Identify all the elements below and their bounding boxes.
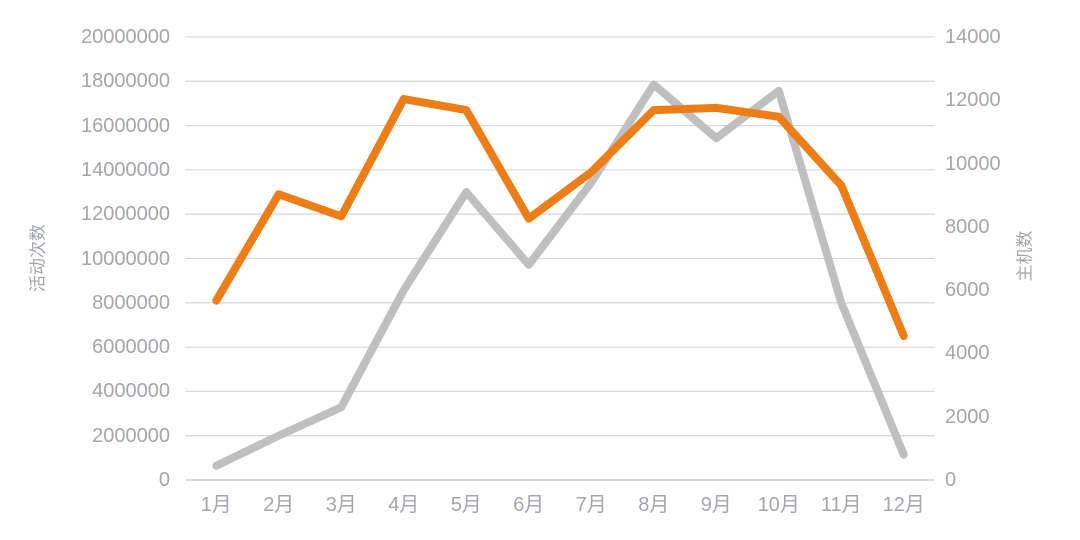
month-tick-label: 10月 (757, 494, 800, 516)
right-axis-tick-label: 8000 (945, 215, 990, 238)
left-axis-tick-label: 4000000 (92, 380, 170, 403)
activity-series-line (212, 95, 908, 341)
month-tick-label: 3月 (325, 494, 357, 516)
month-tick-label: 1月 (200, 494, 232, 516)
left-axis-tick-label: 0 (158, 469, 170, 491)
month-tick-label: 12月 (882, 494, 925, 516)
month-tick-label: 4月 (388, 494, 420, 516)
left-axis-tick-label: 8000000 (92, 291, 170, 314)
left-axis-tick-label: 2000000 (92, 424, 170, 447)
left-axis-tick-label: 18000000 (81, 70, 170, 93)
month-tick-label: 7月 (575, 494, 607, 516)
right-axis-tick-label: 0 (945, 469, 957, 491)
left-axis-tick-label: 10000000 (81, 247, 170, 270)
left-axis-tick-label: 6000000 (92, 336, 170, 359)
month-tick-label: 6月 (513, 494, 545, 516)
right-axis-title: 主机数 (1015, 230, 1035, 282)
right-axis-tick-label: 4000 (945, 342, 990, 365)
right-axis-tick-label: 14000 (945, 26, 1001, 48)
month-tick-label: 11月 (820, 494, 862, 516)
right-axis-tick-label: 12000 (945, 89, 1001, 112)
right-axis-tick-label: 10000 (945, 152, 1001, 175)
left-axis-tick-label: 14000000 (81, 158, 170, 181)
month-tick-label: 8月 (638, 494, 670, 516)
left-axis-tick-label: 12000000 (81, 203, 170, 226)
right-axis-tick-label: 6000 (945, 279, 990, 302)
left-axis-tick-label: 16000000 (81, 114, 170, 137)
right-axis-tick-label: 2000 (945, 405, 990, 428)
left-axis-tick-label: 20000000 (81, 26, 170, 48)
month-tick-label: 2月 (263, 494, 295, 516)
month-tick-label: 9月 (700, 494, 732, 516)
month-tick-label: 5月 (450, 494, 482, 516)
